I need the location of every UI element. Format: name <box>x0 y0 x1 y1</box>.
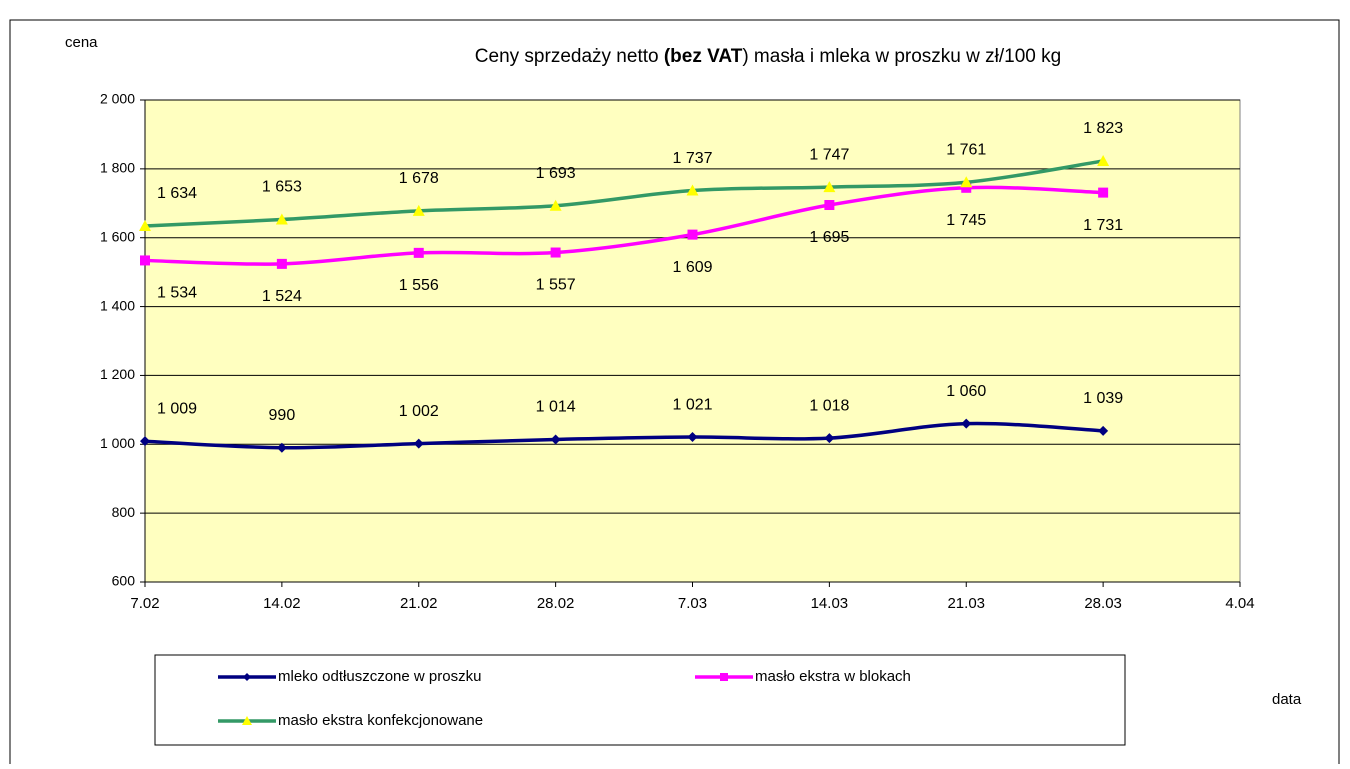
marker <box>139 220 151 232</box>
marker <box>961 418 972 429</box>
data-label: 1 823 <box>1083 120 1123 137</box>
marker <box>823 181 836 193</box>
marker <box>412 204 425 216</box>
series-line <box>144 421 1104 450</box>
data-label: 1 556 <box>399 277 439 294</box>
series-line <box>144 159 1104 228</box>
marker <box>687 229 698 240</box>
marker <box>413 438 424 449</box>
data-label: 1 693 <box>536 165 576 182</box>
marker <box>549 199 562 211</box>
plot-area <box>144 99 1241 583</box>
x-tick-label: 21.02 <box>400 595 438 612</box>
marker <box>550 247 561 258</box>
x-tick-label: 21.03 <box>947 595 985 612</box>
legend-label: mleko odtłuszczone w proszku <box>278 668 481 685</box>
data-label: 1 731 <box>1083 217 1123 234</box>
x-tick-label: 14.03 <box>811 595 849 612</box>
data-label: 1 761 <box>946 142 986 159</box>
marker <box>550 434 561 445</box>
marker <box>686 184 699 196</box>
marker <box>1097 154 1110 166</box>
data-label: 1 009 <box>157 400 197 417</box>
title-part: Ceny sprzedaży netto <box>475 46 664 67</box>
data-label: 990 <box>269 407 296 424</box>
legend <box>154 654 1126 746</box>
marker <box>413 247 424 258</box>
x-tick-label: 28.02 <box>537 595 575 612</box>
marker <box>824 433 835 444</box>
marker <box>687 432 698 443</box>
y-tick-label: 1 600 <box>100 228 135 244</box>
x-tick-label: 7.02 <box>130 595 159 612</box>
title-part: ) masła i mleka w proszku w zł/100 kg <box>742 46 1061 67</box>
marker <box>961 182 972 193</box>
y-tick-label: 2 000 <box>100 91 135 107</box>
marker <box>275 213 288 225</box>
data-label: 1 021 <box>672 396 712 413</box>
y-tick-label: 1 400 <box>100 297 135 313</box>
y-tick-label: 800 <box>112 504 136 520</box>
marker <box>276 442 287 453</box>
data-label: 1 002 <box>399 403 439 420</box>
data-label: 1 557 <box>536 277 576 294</box>
data-label: 1 609 <box>672 259 712 276</box>
data-label: 1 653 <box>262 179 302 196</box>
series-line <box>144 185 1104 266</box>
y-tick-label: 1 000 <box>100 435 135 451</box>
marker <box>824 200 835 211</box>
marker <box>140 436 150 447</box>
data-label: 1 039 <box>1083 390 1123 407</box>
frame <box>9 19 1340 769</box>
data-label: 1 695 <box>809 229 849 246</box>
y-tick-label: 1 200 <box>100 366 135 382</box>
data-label: 1 745 <box>946 212 986 229</box>
data-label: 1 747 <box>809 146 849 163</box>
data-label: 1 018 <box>809 397 849 414</box>
marker <box>242 716 252 725</box>
data-label: 1 534 <box>157 285 197 302</box>
data-label: 1 737 <box>672 150 712 167</box>
marker <box>243 673 251 681</box>
data-label: 1 524 <box>262 288 302 305</box>
marker <box>276 258 287 269</box>
marker <box>1098 187 1109 198</box>
chart-title: Ceny sprzedaży netto (bez VAT) masła i m… <box>475 46 1061 67</box>
x-tick-label: 7.03 <box>678 595 707 612</box>
y-tick-label: 1 800 <box>100 160 135 176</box>
marker <box>720 673 728 681</box>
data-label: 1 060 <box>946 383 986 400</box>
data-label: 1 014 <box>536 399 576 416</box>
marker <box>140 255 150 266</box>
legend-label: masło ekstra w blokach <box>755 668 911 685</box>
title-part: (bez VAT <box>664 46 743 67</box>
marker <box>960 176 973 188</box>
x-axis-label: data <box>1272 691 1302 708</box>
y-axis-label: cena <box>65 34 98 51</box>
x-tick-label: 4.04 <box>1225 595 1254 612</box>
marker <box>1098 425 1109 436</box>
x-tick-label: 28.03 <box>1084 595 1122 612</box>
data-label: 1 634 <box>157 185 197 202</box>
legend-label: masło ekstra konfekcjonowane <box>278 712 483 729</box>
x-tick-label: 14.02 <box>263 595 301 612</box>
data-label: 1 678 <box>399 170 439 187</box>
y-tick-label: 600 <box>112 573 136 589</box>
